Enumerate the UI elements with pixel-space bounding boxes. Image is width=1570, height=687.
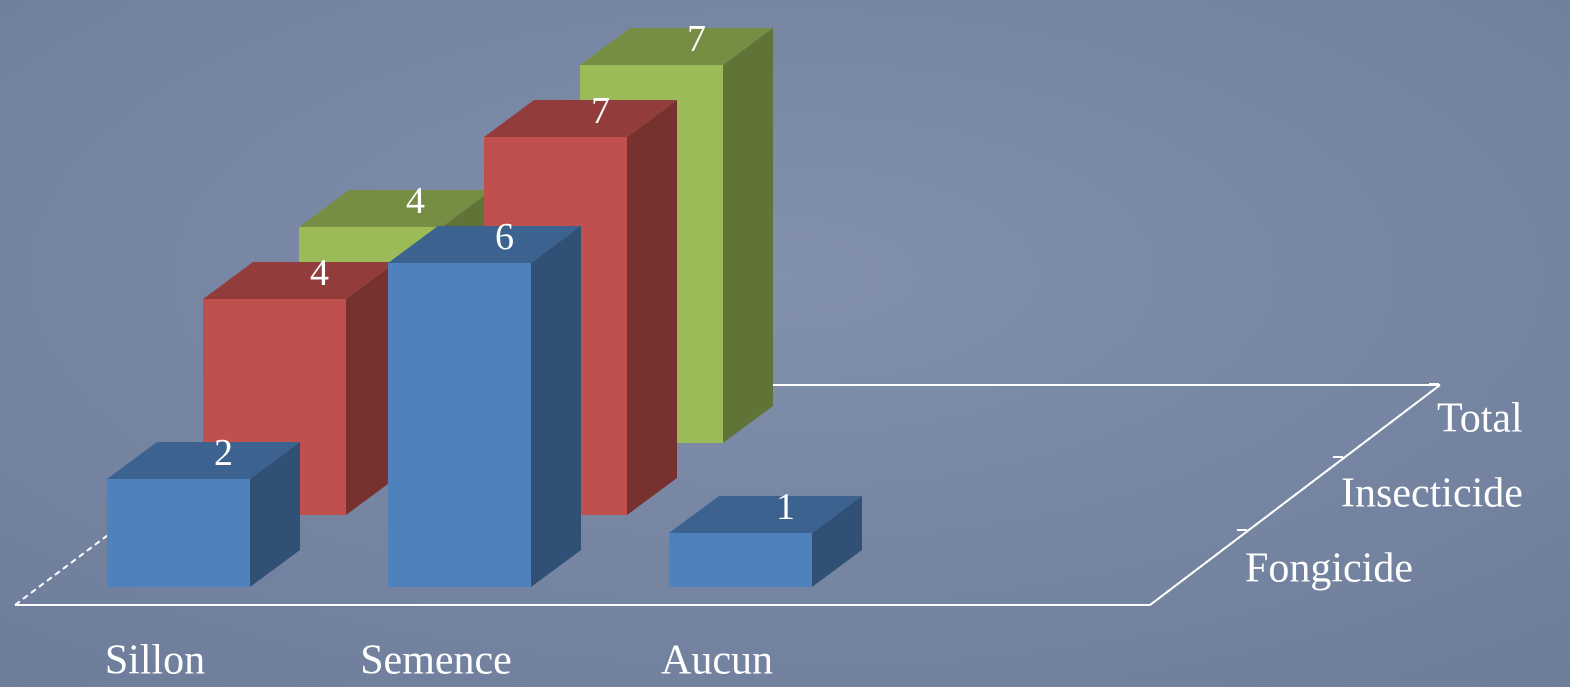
floor [14,384,1441,606]
bar-top [299,190,492,227]
x-tick-label: Aucun [661,638,773,684]
bar-side [723,28,773,443]
bar [388,226,581,587]
bar-top [669,496,862,533]
value-label: 4 [406,180,425,222]
x-tick-label: Semence [360,638,512,684]
bar-front [669,533,812,587]
bar-side [812,496,862,587]
value-label: 6 [495,216,514,258]
value-label: 7 [591,90,610,132]
value-label: 7 [687,18,706,60]
value-label: 1 [776,486,795,528]
bar-top [107,442,300,479]
bar-top [580,28,773,65]
value-label: 2 [214,432,233,474]
bar-front [107,479,250,587]
x-tick-label: Sillon [105,638,205,684]
bar-front [388,263,531,587]
bar-top [388,226,581,263]
bar-side [531,226,581,587]
bar-top [484,100,677,137]
bar-side [346,262,396,515]
series-label: Total [1437,396,1523,442]
series-label: Insecticide [1341,471,1523,517]
bar-side [627,100,677,515]
bar-side [250,442,300,587]
value-label: 4 [310,252,329,294]
bar [107,442,300,587]
series-label: Fongicide [1245,546,1413,592]
bar [669,496,862,587]
bar-top [203,262,396,299]
